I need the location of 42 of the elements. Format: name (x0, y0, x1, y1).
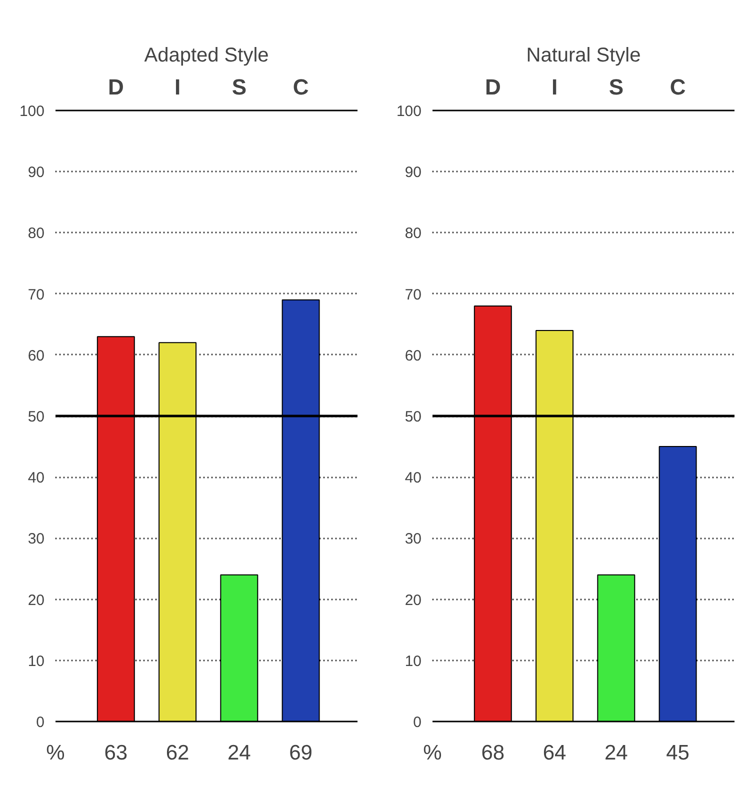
y-tick-label: 10 (28, 652, 45, 670)
y-tick-label: 50 (404, 408, 422, 426)
y-tick-label: 0 (36, 714, 44, 731)
y-tick-label: 80 (404, 225, 422, 242)
y-tick-label: 10 (404, 652, 422, 670)
x-tick-label: C (670, 74, 686, 100)
y-tick-label: 30 (28, 530, 45, 548)
x-tick-label: C (292, 74, 309, 100)
text: % (423, 742, 442, 764)
x-tick-label: D (484, 74, 501, 100)
y-tick-label: 90 (28, 164, 45, 182)
y-tick-label: 0 (413, 714, 422, 731)
y-tick-label: 40 (28, 470, 45, 487)
y-tick-label: 20 (28, 592, 45, 609)
data-label: 68 (481, 742, 505, 764)
y-tick-label: 70 (404, 286, 422, 304)
x-tick-label: D (108, 74, 124, 100)
y-tick-label: 70 (28, 286, 45, 304)
x-tick-label: S (608, 74, 624, 100)
y-tick-label: 60 (28, 347, 45, 364)
y-tick-label: 100 (396, 103, 422, 120)
y-tick-label: 20 (404, 592, 422, 609)
y-tick-label: 50 (28, 408, 45, 426)
data-label: 64 (542, 742, 567, 764)
x-tick-label: S (232, 74, 247, 100)
y-tick-label: 100 (19, 103, 45, 120)
x-tick-label: I (174, 74, 181, 100)
chart-title: Natural Style (526, 44, 641, 66)
y-tick-label: 80 (28, 225, 45, 242)
y-tick-label: 90 (404, 164, 422, 182)
data-label: 69 (289, 742, 312, 764)
data-label: 62 (166, 742, 190, 764)
chart-title: Adapted Style (144, 44, 269, 66)
data-label: 63 (104, 742, 128, 764)
y-tick-label: 40 (404, 470, 422, 487)
data-label: 24 (604, 742, 628, 764)
y-tick-label: 30 (404, 530, 422, 548)
data-label: 24 (227, 742, 252, 764)
y-tick-label: 60 (404, 347, 422, 364)
data-label: 45 (666, 742, 690, 764)
text: % (46, 742, 65, 764)
x-tick-label: I (551, 74, 558, 100)
